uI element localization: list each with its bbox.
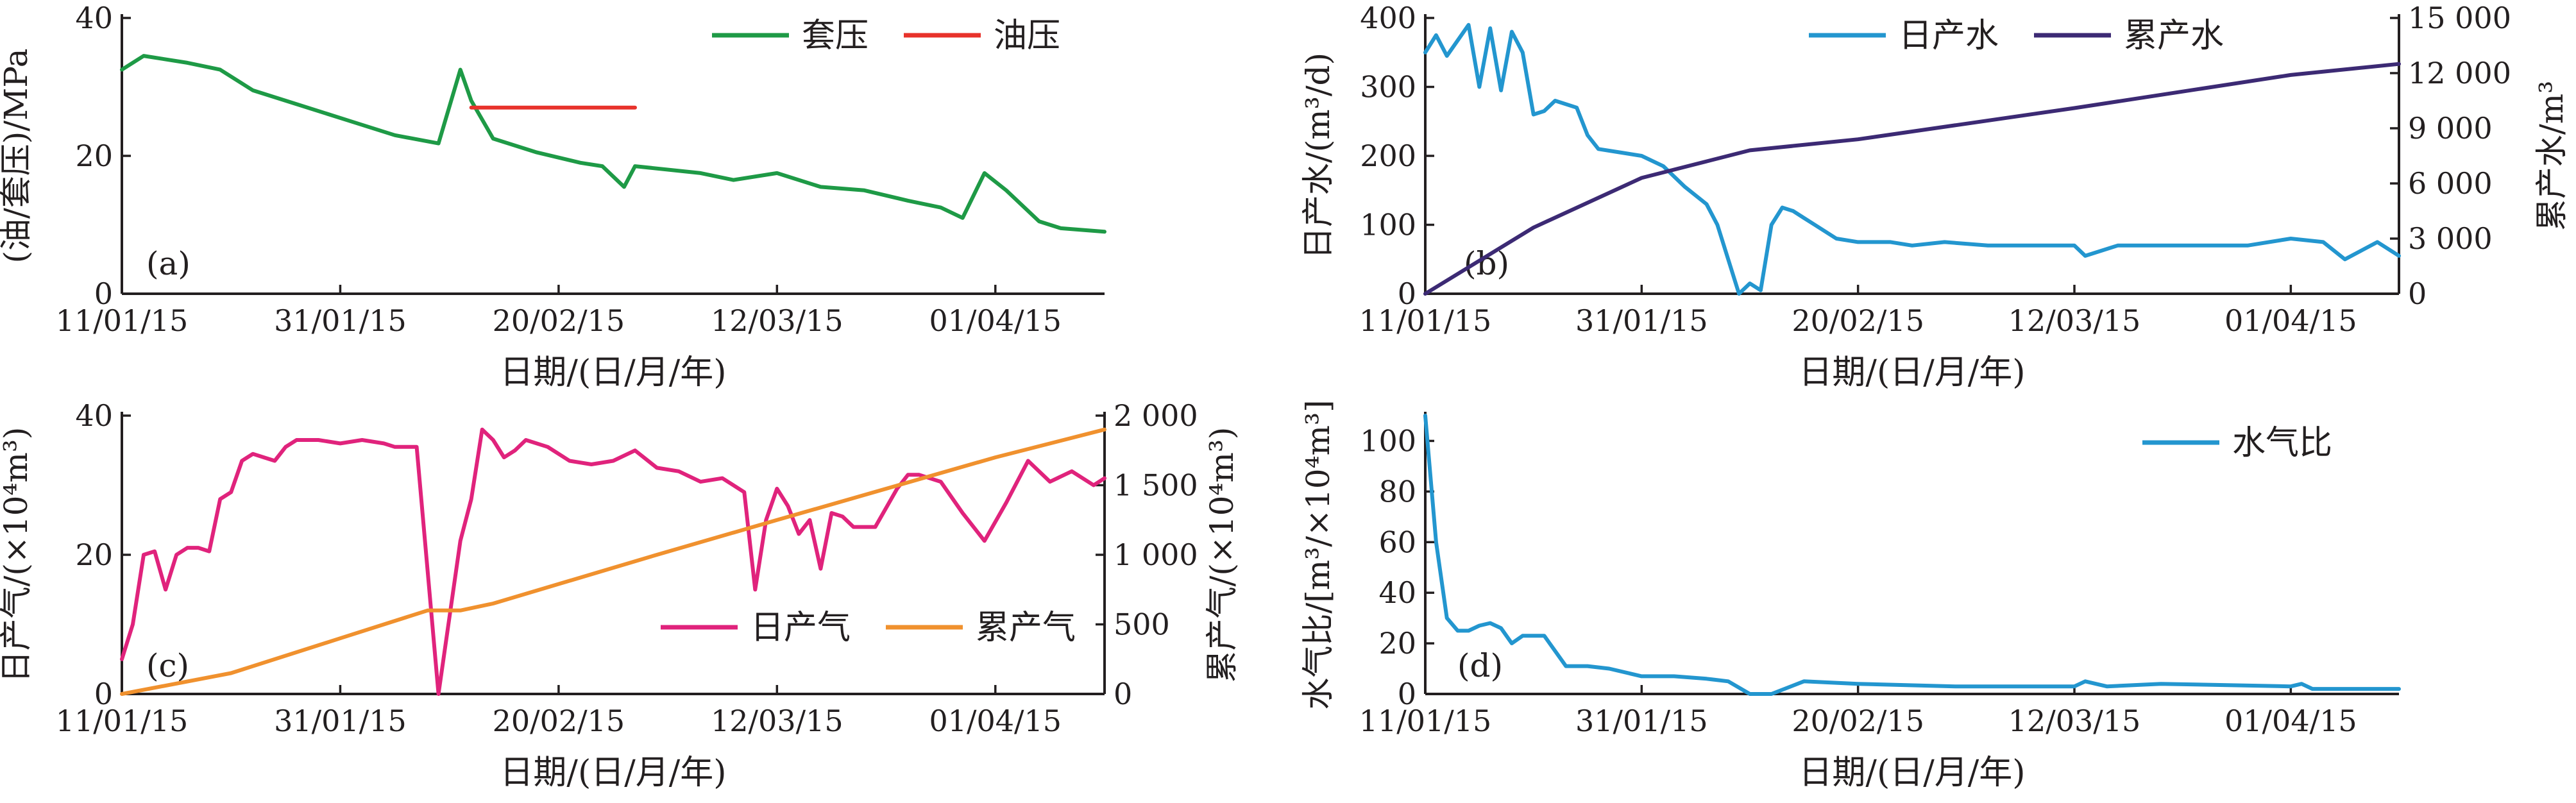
panel-label: (c) [146,647,189,684]
y-axis-title: 日产气/(×10⁴m³) [0,427,35,683]
y2-tick-label: 0 [2408,276,2427,311]
series-line-2 [120,427,1106,696]
y-tick-label: 300 [1360,70,1416,105]
y-tick-label: 40 [75,398,113,433]
y2-axis-title: 累产气/(×10⁴m³) [1203,427,1241,683]
y-tick-label: 0 [94,276,113,311]
y-tick-label: 0 [1398,276,1416,311]
legend-label: 日产气 [750,609,851,647]
panel-label: (d) [1457,647,1503,684]
x-tick-label: 31/01/15 [1575,303,1708,338]
x-tick-label: 11/01/15 [1359,303,1492,338]
x-tick-label: 11/01/15 [56,303,189,338]
x-axis-title: 日期/(日/月/年) [1799,754,2025,792]
legend: 水气比 [2142,424,2332,462]
y-tick-label: 20 [1378,626,1416,661]
legend-label: 油压 [994,17,1060,55]
x-tick-label: 01/04/15 [2224,303,2357,338]
series-line-1 [120,427,1106,696]
y-tick-label: 40 [75,1,113,35]
x-tick-label: 31/01/15 [274,704,407,738]
x-tick-label: 31/01/15 [1575,704,1708,738]
y2-tick-label: 2 000 [1114,398,1198,433]
y-axis-title: 水气比/[m³/×10⁴m³] [1300,400,1337,709]
x-tick-label: 12/03/15 [711,303,843,338]
x-tick-label: 11/01/15 [1359,704,1492,738]
y2-tick-label: 3 000 [2408,221,2493,256]
series-line-1 [1423,22,2401,296]
y-tick-label: 20 [75,537,113,572]
x-tick-label: 12/03/15 [2008,704,2141,738]
y-axis-title: 日产水/(m³/d) [1300,53,1337,259]
legend-label: 套压 [802,17,869,55]
panel-label: (a) [146,245,191,282]
legend-label: 水气比 [2232,424,2332,462]
x-tick-label: 20/02/15 [1792,303,1924,338]
x-tick-label: 12/03/15 [711,704,843,738]
x-axis-title: 日期/(日/月/年) [500,754,726,792]
x-tick-label: 20/02/15 [493,704,625,738]
legend: 日产气 累产气 [661,609,1076,647]
chart-panel-b: 11/01/15 31/01/15 20/02/15 12/03/15 01/04/15… [1300,1,2570,392]
legend-label: 累产气 [976,609,1076,647]
y-tick-label: 40 [1378,575,1416,610]
x-tick-label: 01/04/15 [2224,704,2357,738]
series-line-1 [120,54,1106,234]
x-tick-label: 20/02/15 [1792,704,1924,738]
series-line-1 [1423,414,2401,696]
y2-tick-label: 12 000 [2408,56,2511,90]
y-tick-label: 60 [1378,525,1416,559]
legend-label: 日产水 [1899,17,1999,55]
x-axis-title: 日期/(日/月/年) [500,353,726,392]
legend: 日产水 累产水 [1809,17,2224,55]
y2-tick-label: 500 [1114,607,1170,642]
x-tick-label: 11/01/15 [56,704,189,738]
y-tick-label: 80 [1378,474,1416,509]
y2-tick-label: 1 500 [1114,468,1198,503]
x-tick-label: 01/04/15 [929,704,1062,738]
y-tick-label: 100 [1360,423,1416,458]
y-tick-label: 0 [1398,677,1416,711]
y2-tick-label: 0 [1114,677,1132,711]
y-tick-label: 0 [94,677,113,711]
y2-axis-title: 累产水/m³ [2533,81,2570,231]
chart-panel-a: 11/01/15 31/01/15 20/02/15 12/03/15 01/04/15… [0,1,1106,392]
y2-tick-label: 1 000 [1114,537,1198,572]
x-tick-label: 20/02/15 [493,303,625,338]
legend-label: 累产水 [2124,17,2224,55]
legend: 套压 油压 [712,17,1060,55]
y2-tick-label: 9 000 [2408,111,2493,146]
y-tick-label: 20 [75,139,113,173]
y-tick-label: 400 [1360,1,1416,35]
panel-label: (b) [1464,245,1509,282]
y-tick-label: 200 [1360,139,1416,173]
x-tick-label: 31/01/15 [274,303,407,338]
y2-tick-label: 15 000 [2408,1,2511,35]
x-tick-label: 12/03/15 [2008,303,2141,338]
chart-panel-d: 11/01/15 31/01/15 20/02/15 12/03/15 01/04/15… [1300,400,2401,792]
chart-panel-c: 11/01/15 31/01/15 20/02/15 12/03/15 01/04/15… [0,398,1241,792]
y-axis-title: (油/套压)/MPa [0,48,35,263]
series-line-2 [1423,62,2401,296]
y-tick-label: 100 [1360,208,1416,242]
x-tick-label: 01/04/15 [929,303,1062,338]
x-axis-title: 日期/(日/月/年) [1799,353,2025,392]
y2-tick-label: 6 000 [2408,166,2493,201]
